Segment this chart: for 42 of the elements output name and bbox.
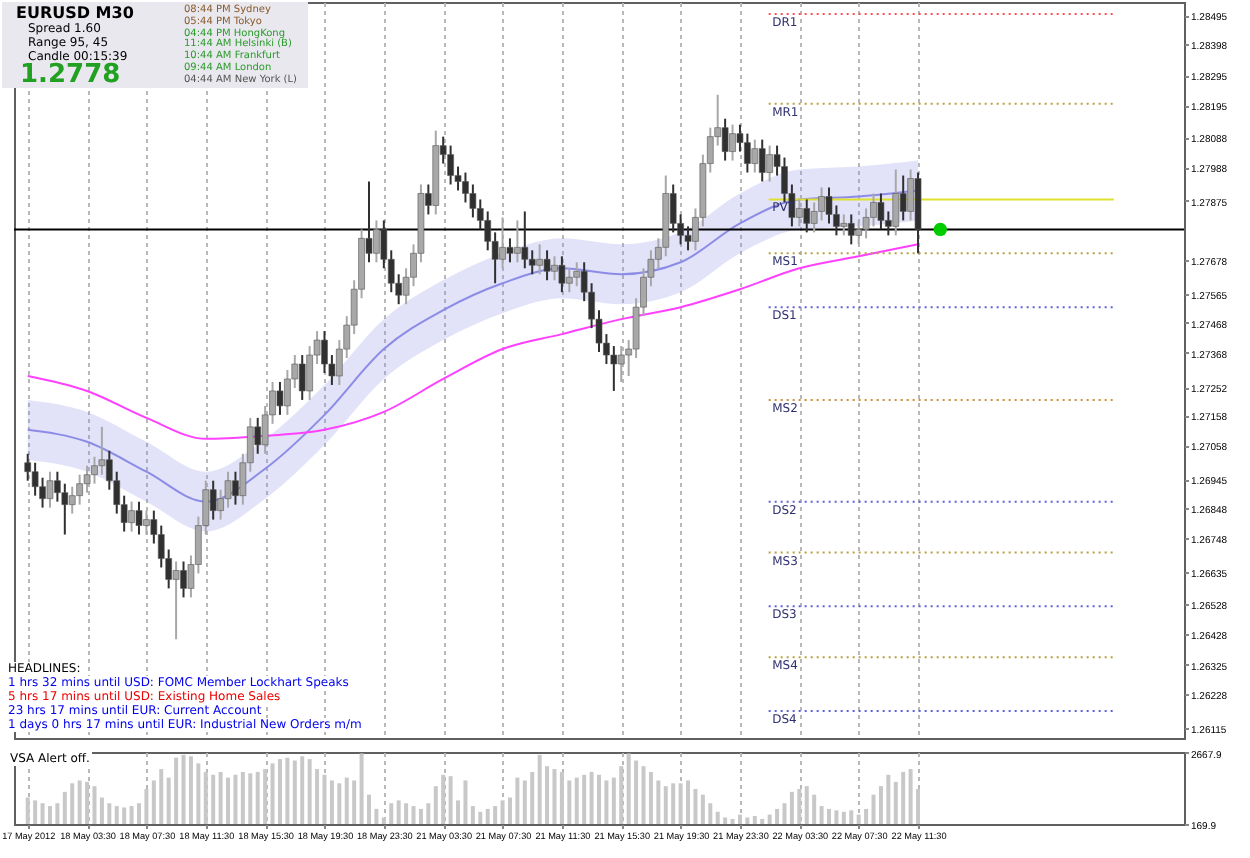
candlestick [729,123,736,162]
candlestick [143,509,150,536]
candlestick [566,267,573,294]
candlestick [46,470,54,509]
candlestick [543,249,551,282]
candlestick [907,168,914,222]
candlestick [254,416,262,455]
candlestick [892,168,900,237]
annotation: 1.2778 [20,60,121,90]
candlestick [499,216,506,270]
candlestick [840,213,848,237]
candlestick [506,237,514,264]
annotation: EURUSD M30 [16,4,134,22]
candlestick [721,117,729,162]
candlestick [744,132,751,174]
candlestick [135,500,143,536]
candlestick [899,174,907,222]
candlestick [447,144,454,186]
candlestick [232,470,239,506]
candlestick [128,500,135,533]
candlestick [573,261,581,288]
candlestick [209,479,217,521]
candlestick [373,219,380,264]
candlestick [551,255,558,282]
candlestick [276,380,284,416]
candlestick [803,198,811,234]
candlestick [766,144,773,183]
candlestick [98,425,106,476]
candlestick [514,219,521,264]
candlestick [558,255,566,294]
candlestick [521,210,529,270]
candlestick [536,243,543,276]
candlestick [796,198,803,228]
candlestick [758,138,766,183]
candlestick [877,192,885,231]
candlestick [172,560,180,641]
candlestick [76,473,83,506]
candlestick [298,354,306,401]
candlestick [751,138,759,174]
candlestick [617,345,625,383]
candlestick [180,560,187,599]
candlestick [847,213,855,246]
